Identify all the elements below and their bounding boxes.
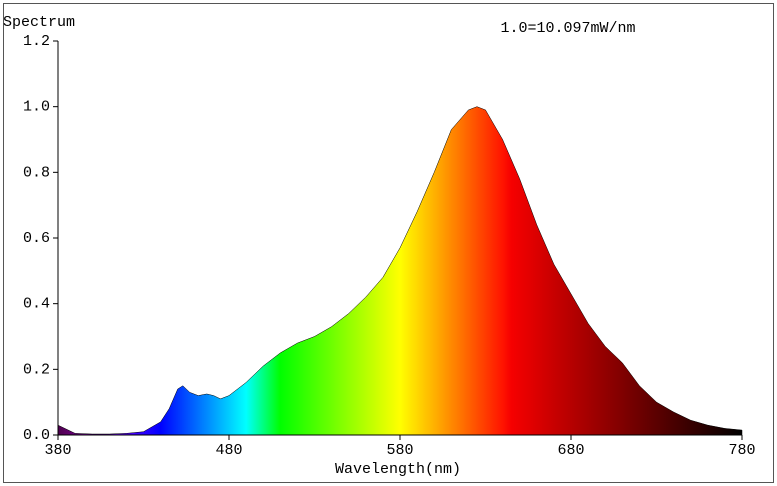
y-tick-label: 1.2	[23, 33, 50, 50]
y-tick-label: 0.4	[23, 296, 50, 313]
x-axis-label: Wavelength(nm)	[335, 461, 461, 478]
x-tick-label: 680	[557, 442, 584, 459]
x-tick-label: 580	[386, 442, 413, 459]
y-tick-label: 1.0	[23, 99, 50, 116]
x-tick-label: 780	[728, 442, 755, 459]
chart-title: Spectrum	[3, 14, 75, 31]
y-tick-label: 0.8	[23, 164, 50, 181]
y-tick-label: 0.6	[23, 230, 50, 247]
x-tick-label: 480	[215, 442, 242, 459]
spectrum-area	[57, 106, 743, 436]
annotation: 1.0=10.097mW/nm	[500, 20, 635, 37]
y-tick-label: 0.2	[23, 361, 50, 378]
frame	[3, 3, 774, 483]
y-tick-label: 0.0	[23, 427, 50, 444]
x-tick-label: 380	[44, 442, 71, 459]
